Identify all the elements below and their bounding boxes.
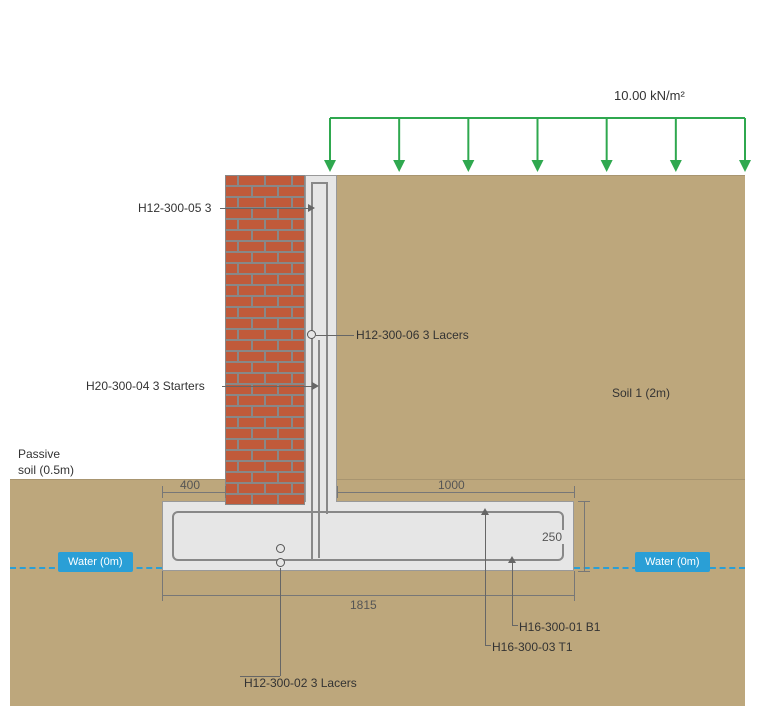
starter-bar: [318, 340, 320, 558]
passive-soil-label: Passive soil (0.5m): [18, 447, 74, 478]
lacer-circle-1: [307, 330, 316, 339]
dim-1000: 1000: [438, 478, 465, 492]
leader-t1: [485, 513, 486, 645]
rebar-label-starters: H20-300-04 3 Starters: [86, 379, 205, 393]
rebar-label-b1: H16-300-01 B1: [519, 620, 600, 634]
dim-1815-tick-l: [162, 571, 163, 601]
dim-250: 250: [540, 530, 564, 544]
leader-mid-left-arrow: [312, 382, 319, 390]
leader-t1-h: [485, 645, 491, 646]
dim-250-line: [584, 501, 585, 571]
dim-400: 400: [180, 478, 200, 492]
leader-b1-arrow: [508, 556, 516, 563]
water-badge-right: Water (0m): [635, 552, 710, 572]
rebar-label-top: H12-300-05 3: [138, 201, 211, 215]
dim-400-line: [162, 492, 225, 493]
leader-mid-right: [316, 335, 354, 336]
leader-b1: [512, 561, 513, 625]
soil-upper: [330, 175, 745, 479]
soil1-label: Soil 1 (2m): [612, 386, 670, 400]
dim-250-tick-b: [578, 571, 590, 572]
leader-bottom-lacers-h: [240, 676, 280, 677]
stem-rebar-right: [326, 182, 328, 514]
dim-1815: 1815: [350, 598, 377, 612]
brick-wall: [225, 175, 305, 505]
rebar-label-lacers-bottom: H12-300-02 3 Lacers: [244, 676, 357, 690]
dim-1815-tick-r: [574, 571, 575, 601]
retaining-wall-diagram: 10.00 kN/m² H12-300-05 3 H12-300-06 3 La…: [0, 0, 768, 715]
dim-1000-tick-l: [337, 486, 338, 498]
base-rebar-cage: [172, 511, 564, 561]
lacer-circle-2: [276, 544, 285, 553]
leader-top-arrow: [308, 204, 315, 212]
leader-mid-left: [222, 386, 314, 387]
stem-rebar-left: [311, 182, 313, 559]
rebar-label-t1: H16-300-03 T1: [492, 640, 573, 654]
surcharge-load-label: 10.00 kN/m²: [614, 88, 685, 103]
dim-250-tick-t: [578, 501, 590, 502]
leader-top: [220, 208, 310, 209]
dim-400-tick-r: [225, 486, 226, 498]
leader-b1-h: [512, 625, 518, 626]
dim-1000-line: [337, 492, 574, 493]
lacer-circle-3: [276, 558, 285, 567]
leader-t1-arrow: [481, 508, 489, 515]
dim-1000-tick-r: [574, 486, 575, 498]
dim-400-tick-l: [162, 486, 163, 498]
water-badge-left: Water (0m): [58, 552, 133, 572]
leader-bottom-lacers: [280, 568, 281, 676]
rebar-label-lacers-right: H12-300-06 3 Lacers: [356, 328, 469, 342]
